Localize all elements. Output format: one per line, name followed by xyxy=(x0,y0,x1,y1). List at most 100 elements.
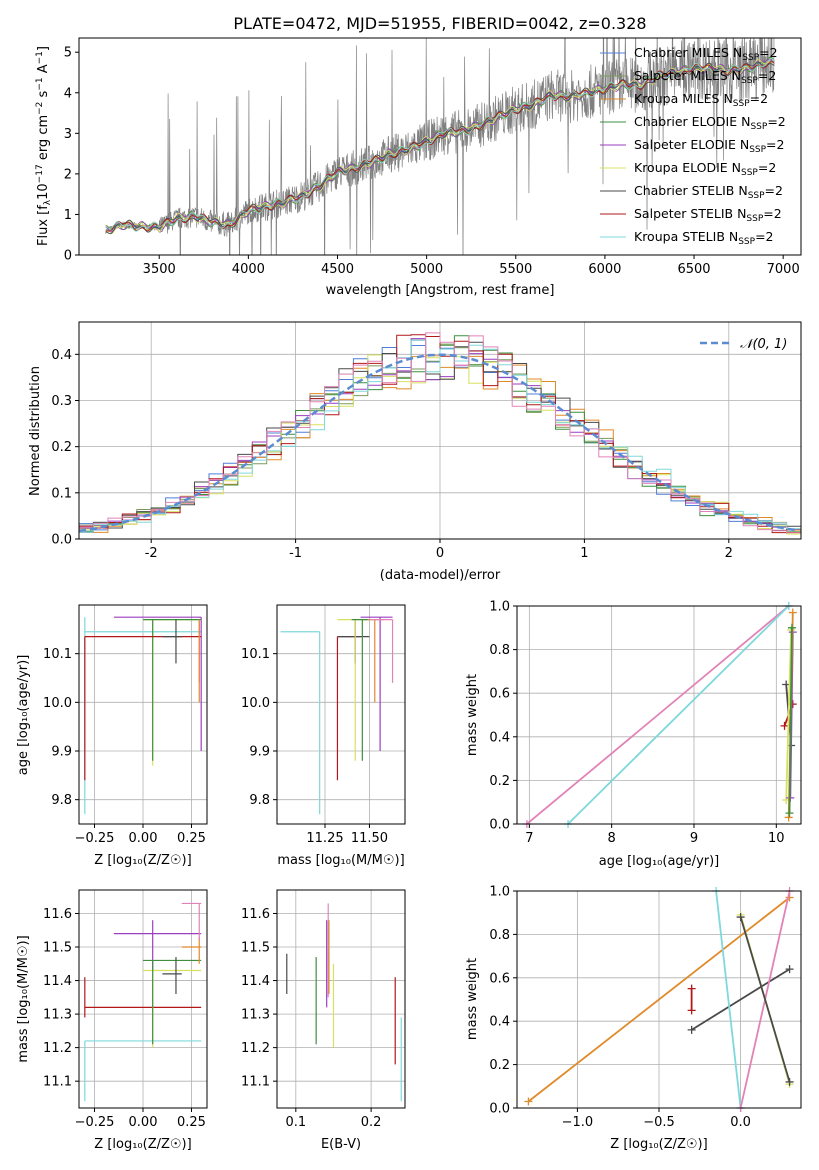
residual-ytick-label: 0.3 xyxy=(51,394,72,409)
massweight-vs-age-xtick-label: 9 xyxy=(690,831,698,846)
age-vs-mass-ytick-label: 9.8 xyxy=(249,793,270,808)
massweight-vs-age-panel: 7 8 9 10 0.0 0.2 0.4 0.6 0.8 1.0 age [log₁₀(age/y… xyxy=(465,600,802,869)
residual-xtick-label: 0 xyxy=(436,546,444,561)
massweight-vs-z-ytick-label: 0.0 xyxy=(489,1102,510,1117)
residual-ytick-label: 0.0 xyxy=(51,533,72,548)
spectrum-model-line xyxy=(105,61,775,232)
spectrum-xtick-label: 6000 xyxy=(588,262,621,277)
residual-xtick-label: 2 xyxy=(725,546,733,561)
residual-panel: -2 -1 0 1 2 0.0 0.1 0.2 0.3 0.4 (data-model)/erro… xyxy=(28,321,802,583)
age-vs-mass-ytick-label: 9.9 xyxy=(249,745,270,760)
spectrum-model-line xyxy=(105,58,775,232)
mass-vs-ebv-xtick-label: 0.2 xyxy=(361,1115,382,1130)
spectrum-legend-label: Salpeter STELIB NSSP=2 xyxy=(634,206,782,224)
spectrum-legend-label: Kroupa STELIB NSSP=2 xyxy=(634,229,774,247)
massweight-vs-z-point-marker xyxy=(785,1077,794,1086)
residual-histogram xyxy=(79,332,801,534)
spectrum-ytick-label: 4 xyxy=(64,86,72,101)
massweight-vs-z-xtick-label: −0.5 xyxy=(643,1115,675,1130)
massweight-vs-z-series-line xyxy=(715,891,742,1108)
residual-ytick-label: 0.4 xyxy=(51,348,72,363)
massweight-vs-z-xtick-label: 0.0 xyxy=(730,1115,751,1130)
massweight-vs-z-ytick-label: 0.8 xyxy=(489,928,510,943)
mass-vs-ebv-ytick-label: 11.3 xyxy=(241,1008,270,1023)
spectrum-plot-area: 3500 4000 4500 5000 5500 6000 6500 7000 0 1 2 3 4 5 xyxy=(64,38,800,277)
massweight-vs-age-xtick-label: 7 xyxy=(525,831,533,846)
age-vs-z-ytick-label: 10.1 xyxy=(43,647,72,662)
age-vs-mass-axes-frame xyxy=(276,604,406,825)
age-vs-z-xtick-label: 0.00 xyxy=(129,831,158,846)
residual-ylabel: Normed distribution xyxy=(28,366,43,496)
spectrum-legend-label: Salpeter ELODIE NSSP=2 xyxy=(634,137,784,155)
massweight-vs-z-point-marker xyxy=(687,1006,696,1015)
spectrum-axes-frame xyxy=(78,37,802,256)
age-vs-z-plot-area: −0.25 0.00 0.25 9.8 9.9 10.0 10.1 xyxy=(43,605,207,846)
residual-xtick-label: -2 xyxy=(145,546,158,561)
massweight-vs-age-point-marker xyxy=(785,809,794,818)
residual-ytick-label: 0.2 xyxy=(51,440,72,455)
massweight-vs-z-point-marker xyxy=(785,965,794,974)
age-vs-mass-ytick-label: 10.1 xyxy=(241,647,270,662)
age-vs-mass-xtick-label: 11.50 xyxy=(351,831,388,846)
spectrum-legend-label: Chabrier MILES NSSP=2 xyxy=(634,45,778,63)
residual-plot-area: -2 -1 0 1 2 0.0 0.1 0.2 0.3 0.4 xyxy=(51,322,801,561)
mass-vs-z-ytick-label: 11.2 xyxy=(43,1041,72,1056)
massweight-vs-z-point-marker xyxy=(687,984,696,993)
massweight-vs-age-point-marker xyxy=(784,813,793,822)
spectrum-xtick-label: 4000 xyxy=(232,262,265,277)
mass-vs-ebv-ytick-label: 11.1 xyxy=(241,1075,270,1090)
age-vs-z-xtick-label: −0.25 xyxy=(75,831,115,846)
gauss-legend-label: 𝒩(0, 1) xyxy=(740,337,787,352)
residual-xtick-label: -1 xyxy=(289,546,302,561)
residual-ytick-label: 0.1 xyxy=(51,486,72,501)
spectrum-xtick-label: 5000 xyxy=(410,262,443,277)
residual-histogram xyxy=(79,339,801,533)
massweight-vs-z-xtick-label: −1.0 xyxy=(562,1115,594,1130)
mass-vs-ebv-xtick-label: 0.1 xyxy=(285,1115,306,1130)
mass-vs-z-axes-frame xyxy=(78,889,208,1109)
spectrum-ytick-label: 5 xyxy=(64,46,72,61)
massweight-vs-age-point-marker xyxy=(787,623,796,632)
mass-vs-ebv-ytick-label: 11.2 xyxy=(241,1041,270,1056)
spectrum-ytick-label: 0 xyxy=(64,249,72,264)
massweight-vs-age-point-marker xyxy=(788,608,797,617)
mass-vs-ebv-xlabel: E(B-V) xyxy=(321,1137,361,1152)
mass-vs-z-xlabel: Z [log₁₀(Z/Z☉)] xyxy=(94,1137,191,1152)
age-vs-mass-ytick-label: 10.0 xyxy=(241,696,270,711)
mass-vs-z-ytick-label: 11.4 xyxy=(43,974,72,989)
mass-vs-ebv-panel: 0.1 0.2 11.1 11.2 11.3 11.4 11.5 11.6 E(B-V) xyxy=(241,889,406,1152)
residual-axes-frame xyxy=(78,321,802,540)
mass-vs-z-ylabel: mass [log₁₀(M/M☉)] xyxy=(16,935,31,1062)
massweight-vs-age-plot-area: 7 8 9 10 0.0 0.2 0.4 0.6 0.8 1.0 xyxy=(489,600,801,846)
massweight-vs-z-ytick-label: 0.4 xyxy=(489,1015,510,1030)
age-vs-z-axes-frame xyxy=(78,604,208,825)
age-vs-z-ytick-label: 9.8 xyxy=(51,793,72,808)
age-vs-mass-plot-area: 11.25 11.50 9.8 9.9 10.0 10.1 xyxy=(241,605,405,846)
mass-vs-z-ytick-label: 11.3 xyxy=(43,1008,72,1023)
massweight-vs-z-ytick-label: 0.6 xyxy=(489,971,510,986)
mass-vs-z-xtick-label: 0.00 xyxy=(129,1115,158,1130)
mass-vs-z-plot-area: −0.25 0.00 0.25 11.1 11.2 11.3 11.4 11.5 11.6 xyxy=(43,890,207,1130)
massweight-vs-age-ytick-label: 0.2 xyxy=(489,774,510,789)
massweight-vs-age-ylabel: mass weight xyxy=(465,674,480,756)
spectrum-legend-label: Kroupa ELODIE NSSP=2 xyxy=(634,160,776,178)
spectrum-xtick-label: 6500 xyxy=(677,262,710,277)
massweight-vs-z-plot-area: −1.0 −0.5 0.0 0.0 0.2 0.4 0.6 0.8 1.0 xyxy=(489,885,801,1130)
spectrum-xlabel: wavelength [Angstrom, rest frame] xyxy=(326,283,555,298)
mass-vs-z-xtick-label: 0.25 xyxy=(177,1115,206,1130)
spectrum-ylabel: Flux [fλ10−17 erg cm−2 s−1 A−1] xyxy=(35,46,53,246)
massweight-vs-age-series-line xyxy=(567,606,790,824)
spectrum-ytick-label: 1 xyxy=(64,208,72,223)
age-vs-mass-xtick-label: 11.25 xyxy=(306,831,343,846)
age-vs-z-ytick-label: 10.0 xyxy=(43,696,72,711)
mass-vs-ebv-ytick-label: 11.4 xyxy=(241,974,270,989)
mass-vs-ebv-ytick-label: 11.5 xyxy=(241,941,270,956)
mass-vs-z-ytick-label: 11.1 xyxy=(43,1075,72,1090)
spectrum-legend-label: Kroupa MILES NSSP=2 xyxy=(634,91,768,109)
mass-vs-ebv-axes-frame xyxy=(276,889,406,1109)
massweight-vs-z-ytick-label: 1.0 xyxy=(489,885,510,900)
massweight-vs-age-ytick-label: 0.4 xyxy=(489,730,510,745)
massweight-vs-z-xlabel: Z [log₁₀(Z/Z☉)] xyxy=(610,1137,707,1152)
massweight-vs-age-series-line xyxy=(788,627,793,814)
